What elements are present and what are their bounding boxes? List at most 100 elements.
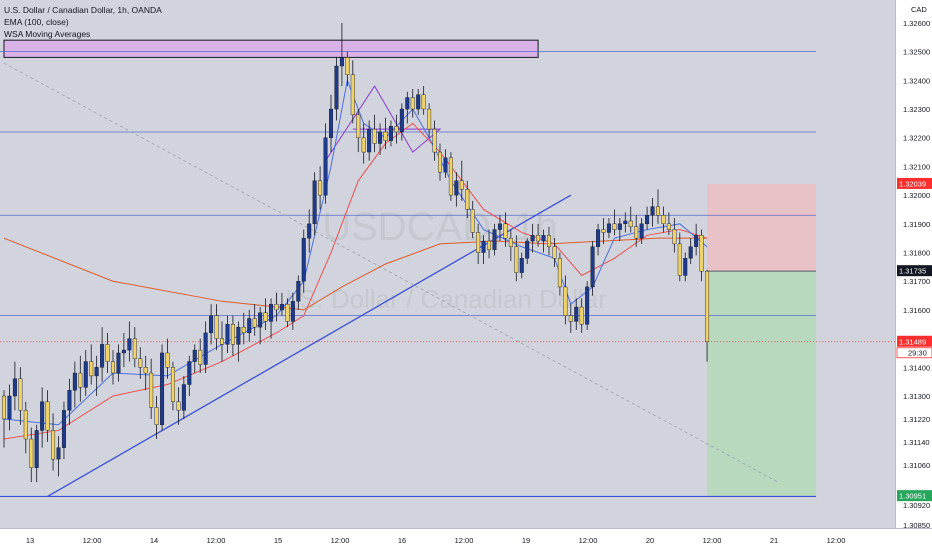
- candle-body: [83, 361, 88, 388]
- candle: [383, 117, 388, 150]
- candle-body: [634, 226, 639, 239]
- candle: [181, 375, 186, 419]
- candle-body: [421, 94, 426, 110]
- candle-body: [448, 157, 453, 196]
- candle-body: [552, 246, 557, 259]
- candle-body: [51, 430, 56, 460]
- candle: [672, 218, 677, 253]
- candle: [252, 304, 257, 336]
- time-label: 13: [26, 536, 34, 545]
- candle-body: [252, 318, 257, 328]
- candle: [154, 396, 159, 440]
- time-axis-area[interactable]: [0, 529, 932, 550]
- candle: [519, 252, 524, 279]
- candle-body: [285, 303, 290, 322]
- legend-ema[interactable]: EMA (100, close): [4, 17, 69, 27]
- candle-body: [219, 338, 224, 345]
- candle: [443, 149, 448, 178]
- candle: [601, 218, 606, 244]
- candle: [427, 103, 432, 138]
- candle-body: [105, 344, 110, 362]
- candle-body: [481, 240, 486, 253]
- candle: [541, 229, 546, 253]
- candle: [225, 315, 230, 353]
- candle: [78, 355, 83, 402]
- candle: [121, 332, 126, 368]
- time-label: 12:00: [83, 536, 102, 545]
- candle-body: [132, 338, 137, 359]
- candle-body: [454, 180, 459, 196]
- candle-body: [12, 378, 17, 397]
- candle-body: [514, 246, 519, 273]
- candle-body: [432, 128, 437, 153]
- candle-body: [563, 286, 568, 316]
- candle: [230, 315, 235, 356]
- candle-body: [639, 223, 644, 239]
- candle-body: [301, 237, 306, 282]
- candle: [241, 312, 246, 345]
- candle-body: [334, 65, 339, 110]
- candle-body: [383, 131, 388, 141]
- candle: [116, 344, 121, 382]
- price-label: 1.31220: [903, 415, 930, 424]
- candle: [596, 223, 601, 256]
- candle-body: [405, 97, 410, 110]
- candle-body: [61, 410, 66, 448]
- price-axis-area[interactable]: [896, 0, 932, 528]
- candle-body: [143, 367, 148, 374]
- candle: [525, 238, 530, 264]
- price-label: 1.31800: [903, 249, 930, 258]
- candle: [247, 309, 252, 342]
- candles: [2, 22, 710, 483]
- candle: [274, 292, 279, 322]
- candle-body: [497, 223, 502, 230]
- candle-body: [269, 303, 274, 322]
- currency-label: CAD: [911, 5, 927, 14]
- candle: [345, 51, 350, 87]
- candle-body: [149, 372, 154, 408]
- candle-body: [519, 258, 524, 273]
- candle: [378, 123, 383, 155]
- candle-body: [465, 189, 470, 210]
- candle-body: [138, 358, 143, 368]
- candle: [705, 269, 710, 362]
- candle-body: [650, 206, 655, 216]
- candle: [176, 387, 181, 425]
- price-badges: 1.32039 1.31735 1.31489 29:30 1.30951: [896, 177, 932, 502]
- legend-wsa[interactable]: WSA Moving Averages: [4, 29, 91, 39]
- candle-body: [45, 401, 50, 431]
- candle: [23, 401, 28, 454]
- candle: [132, 327, 137, 368]
- candle-body: [323, 137, 328, 196]
- legend-symbol[interactable]: U.S. Dollar / Canadian Dollar, 1h, OANDA: [4, 5, 162, 15]
- candle-body: [568, 315, 573, 322]
- candle-body: [443, 157, 448, 173]
- candle-body: [677, 243, 682, 276]
- candle-body: [661, 215, 666, 225]
- candle-body: [705, 270, 710, 342]
- candle-body: [503, 223, 508, 239]
- time-label: 12:00: [827, 536, 846, 545]
- candle-body: [29, 438, 34, 468]
- candle: [105, 332, 110, 374]
- candle-body: [536, 235, 541, 242]
- price-label: 1.32000: [903, 191, 930, 200]
- candle-body: [78, 372, 83, 388]
- price-label: 1.30850: [903, 521, 930, 530]
- candle: [465, 180, 470, 219]
- candle-body: [596, 229, 601, 247]
- candle: [459, 160, 464, 201]
- candle: [94, 355, 99, 396]
- candle-body: [100, 344, 105, 368]
- candle-body: [198, 349, 203, 365]
- candle: [192, 344, 197, 374]
- candle: [508, 229, 513, 262]
- candle: [617, 218, 622, 242]
- candle-body: [18, 378, 23, 411]
- candle: [497, 215, 502, 242]
- candle: [606, 218, 611, 239]
- candle-body: [530, 235, 535, 242]
- candle: [312, 172, 317, 236]
- candle: [503, 212, 508, 247]
